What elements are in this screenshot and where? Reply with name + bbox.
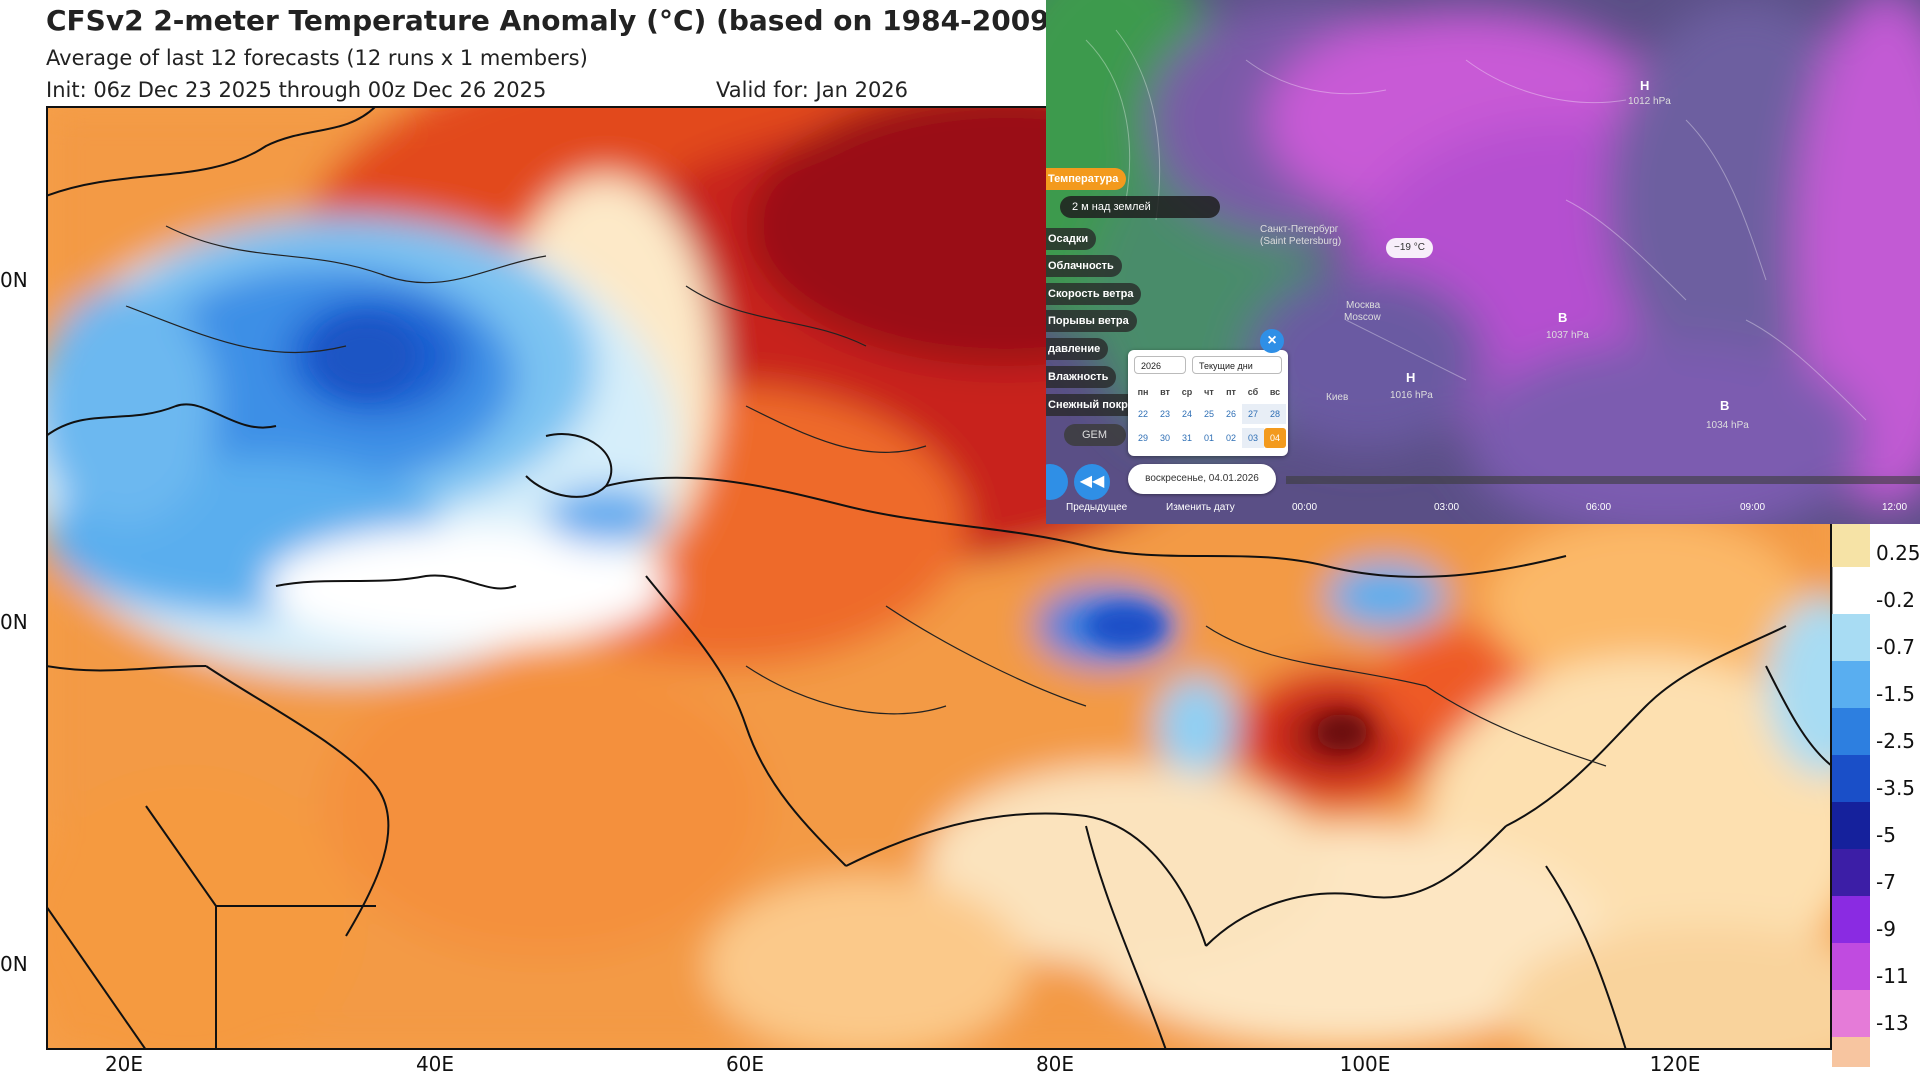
calendar-day[interactable]: 23: [1159, 409, 1170, 419]
valid-text: Valid for: Jan 2026: [716, 78, 909, 102]
city-label: (Saint Petersburg): [1260, 236, 1342, 247]
weekday-label: пт: [1226, 387, 1236, 397]
city-label: Moscow: [1344, 312, 1381, 323]
level-select[interactable]: 2 м над землей: [1060, 196, 1220, 218]
colorbar-label: -3.5: [1876, 776, 1916, 800]
weekday-label: пн: [1137, 387, 1149, 397]
colorbar-swatch: [1832, 990, 1870, 1037]
layer-wind-speed[interactable]: Скорость ветра: [1046, 283, 1142, 305]
date-button[interactable]: воскресенье, 04.01.2026: [1128, 464, 1276, 494]
colorbar-label: -2.5: [1876, 729, 1916, 753]
colorbar-label: -1.5: [1876, 682, 1916, 706]
colorbar-swatch: [1832, 567, 1870, 614]
calendar-day[interactable]: 01: [1203, 433, 1214, 443]
colorbar-label: -9: [1876, 917, 1896, 941]
lon-label: 80E: [1035, 1052, 1075, 1076]
pressure-symbol: H: [1406, 370, 1416, 385]
timeline-bar[interactable]: [1286, 476, 1920, 484]
year-select[interactable]: 2026: [1134, 356, 1186, 374]
calendar-day[interactable]: 22: [1137, 409, 1148, 419]
chart-header: CFSv2 2-meter Temperature Anomaly (°C) (…: [0, 0, 1087, 106]
colorbar-label: -13: [1876, 1011, 1909, 1035]
lon-label: 120E: [1649, 1052, 1701, 1076]
pressure-value: 1016 hPa: [1390, 390, 1433, 401]
colorbar-swatch: [1832, 520, 1870, 567]
calendar-day[interactable]: 24: [1181, 409, 1192, 419]
lon-label: 60E: [725, 1052, 765, 1076]
layer-temperature[interactable]: Температура: [1046, 168, 1127, 190]
lon-label: 20E: [104, 1052, 144, 1076]
close-icon[interactable]: ×: [1260, 329, 1284, 353]
calendar-day[interactable]: 26: [1225, 409, 1236, 419]
colorbar-label: -0.2: [1876, 588, 1916, 612]
lat-label: 0N: [0, 610, 28, 634]
colorbar: [1832, 520, 1870, 1067]
change-date-label: Изменить дату: [1166, 502, 1235, 513]
calendar-popup: 2026 Текущие дни пн вт ср чт пт сб вс 22…: [1128, 350, 1288, 456]
pressure-value: 1037 hPa: [1546, 330, 1589, 341]
rewind-icon[interactable]: ◀◀: [1074, 464, 1110, 500]
colorbar-label: -0.7: [1876, 635, 1916, 659]
colorbar-swatch: [1832, 661, 1870, 708]
layer-humidity[interactable]: Влажность: [1046, 366, 1117, 388]
timeline-start-button[interactable]: [1046, 464, 1068, 500]
calendar-day[interactable]: 29: [1137, 433, 1148, 443]
timeline-tick: 09:00: [1740, 502, 1766, 513]
timeline-tick: 12:00: [1882, 502, 1908, 513]
timeline-tick: 00:00: [1292, 502, 1318, 513]
pressure-symbol: B: [1558, 310, 1568, 325]
pressure-symbol: B: [1720, 398, 1730, 413]
weekday-label: вс: [1269, 387, 1281, 397]
lat-label: 0N: [0, 268, 28, 292]
calendar-day-selected[interactable]: 04: [1264, 428, 1286, 448]
colorbar-label: -7: [1876, 870, 1896, 894]
model-select[interactable]: GEM: [1064, 424, 1126, 446]
init-text: Init: 06z Dec 23 2025 through 00z Dec 26…: [46, 78, 547, 102]
calendar-day[interactable]: 02: [1225, 433, 1236, 443]
colorbar-swatch: [1832, 943, 1870, 990]
layer-snow[interactable]: Снежный покро: [1046, 394, 1143, 416]
calendar-day[interactable]: 30: [1159, 433, 1170, 443]
calendar-day[interactable]: 03: [1242, 428, 1264, 448]
calendar-day[interactable]: 28: [1264, 404, 1286, 424]
calendar-day[interactable]: 25: [1203, 409, 1214, 419]
timeline-tick: 06:00: [1586, 502, 1612, 513]
weekday-label: сб: [1247, 387, 1259, 397]
colorbar-label: -11: [1876, 964, 1909, 988]
layer-wind-gusts[interactable]: Порывы ветра: [1046, 310, 1137, 332]
city-label: Москва: [1346, 300, 1381, 311]
range-select[interactable]: Текущие дни: [1192, 356, 1282, 374]
weekday-label: ср: [1181, 387, 1193, 397]
inset-weather-app: Санкт-Петербург (Saint Petersburg) Москв…: [1046, 0, 1920, 524]
colorbar-swatch: [1832, 849, 1870, 896]
pressure-value: 1034 hPa: [1706, 420, 1749, 431]
calendar-day[interactable]: 31: [1181, 433, 1192, 443]
layer-precipitation[interactable]: Осадки: [1046, 228, 1097, 250]
lon-label: 100E: [1339, 1052, 1391, 1076]
timeline-tick: 03:00: [1434, 502, 1460, 513]
colorbar-swatch: [1832, 1037, 1870, 1067]
weekday-label: чт: [1204, 387, 1214, 397]
pressure-value: 1012 hPa: [1628, 96, 1671, 107]
colorbar-swatch: [1832, 708, 1870, 755]
chart-title: CFSv2 2-meter Temperature Anomaly (°C) (…: [46, 4, 1088, 37]
colorbar-swatch: [1832, 755, 1870, 802]
weekday-label: вт: [1160, 387, 1170, 397]
layer-clouds[interactable]: Облачность: [1046, 255, 1122, 277]
pressure-symbol: H: [1640, 78, 1650, 93]
colorbar-swatch: [1832, 896, 1870, 943]
colorbar-label: -5: [1876, 823, 1896, 847]
prev-label: Предыдущее: [1066, 502, 1128, 513]
calendar-day[interactable]: 27: [1242, 404, 1264, 424]
colorbar-swatch: [1832, 802, 1870, 849]
city-label: Киев: [1326, 392, 1349, 403]
lon-label: 40E: [415, 1052, 455, 1076]
layer-pressure[interactable]: давление: [1046, 338, 1109, 360]
lat-label: 0N: [0, 952, 28, 976]
chart-subtitle: Average of last 12 forecasts (12 runs x …: [46, 46, 588, 70]
colorbar-swatch: [1832, 614, 1870, 661]
city-label: Санкт-Петербург: [1260, 224, 1339, 235]
temperature-bubble[interactable]: −19 °C: [1386, 238, 1433, 258]
colorbar-label: 0.25: [1876, 541, 1920, 565]
